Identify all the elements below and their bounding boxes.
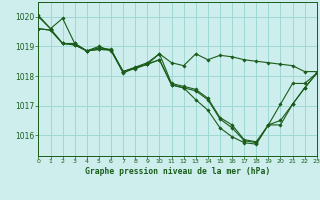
- X-axis label: Graphe pression niveau de la mer (hPa): Graphe pression niveau de la mer (hPa): [85, 167, 270, 176]
